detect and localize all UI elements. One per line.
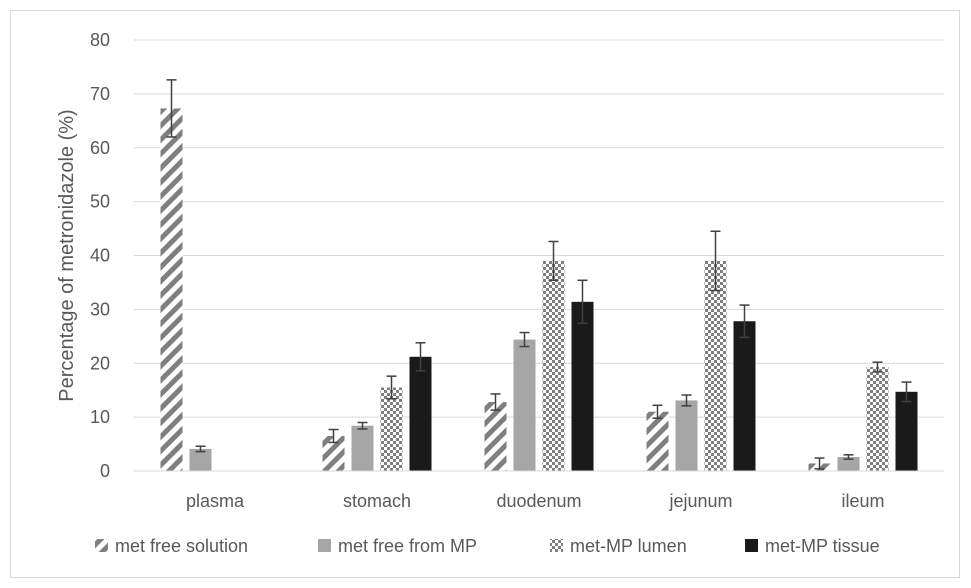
legend-item: met-MP tissue [745,536,880,556]
legend: met free solution met free from MP met-MP … [95,536,880,556]
chart-frame [10,10,960,578]
y-tick-label: 80 [90,30,110,50]
legend-label: met free solution [115,536,248,556]
y-axis-ticks: 0 10 20 30 40 50 60 70 80 [90,30,110,481]
legend-swatch [95,539,108,552]
y-axis-title: Percentage of metronidazole (%) [56,109,78,401]
legend-item: met free from MP [318,536,477,556]
x-tick-label: duodenum [496,491,581,511]
error-bar [195,445,206,453]
y-tick-label: 40 [90,246,110,266]
bar [380,387,403,471]
legend-label: met free from MP [338,536,477,556]
error-bar [739,304,750,339]
bar [542,260,565,471]
bars [160,108,918,471]
bar [704,260,727,471]
legend-swatch [745,539,758,552]
bar [646,411,669,471]
bar [513,339,536,471]
bar [189,448,212,471]
error-bar [843,454,854,460]
legend-label: met-MP lumen [570,536,687,556]
x-tick-label: jejunum [668,491,732,511]
legend-label: met-MP tissue [765,536,880,556]
error-bar [328,428,339,444]
bar [409,356,432,471]
bar [837,456,860,471]
legend-item: met free solution [95,536,248,556]
bar [484,402,507,471]
error-bar [548,240,559,282]
bar [675,400,698,471]
error-bar [519,331,530,348]
y-tick-label: 0 [100,461,110,481]
y-tick-label: 60 [90,138,110,158]
y-tick-label: 70 [90,84,110,104]
error-bar [901,381,912,403]
error-bar [681,394,692,407]
error-bar [652,404,663,419]
bar [571,301,594,471]
y-tick-label: 30 [90,299,110,319]
bar [895,391,918,471]
y-tick-label: 10 [90,407,110,427]
x-axis-ticks: plasma stomach duodenum jejunum ileum [186,491,885,511]
bar [733,321,756,471]
error-bar [386,375,397,400]
error-bars [166,79,912,470]
error-bar [710,230,721,292]
legend-swatch [318,539,331,552]
error-bar [814,457,825,470]
error-bar [577,279,588,325]
legend-swatch [550,539,563,552]
y-tick-label: 20 [90,353,110,373]
bar [866,367,889,471]
bar [351,425,374,471]
x-tick-label: ileum [841,491,884,511]
x-tick-label: stomach [343,491,411,511]
error-bar [166,79,177,138]
error-bar [872,361,883,373]
gridlines [134,39,944,418]
y-tick-label: 50 [90,192,110,212]
legend-item: met-MP lumen [550,536,687,556]
error-bar [357,421,368,430]
error-bar [490,393,501,411]
error-bar [415,342,426,372]
bar [322,435,345,471]
bar [160,108,183,471]
x-tick-label: plasma [186,491,245,511]
